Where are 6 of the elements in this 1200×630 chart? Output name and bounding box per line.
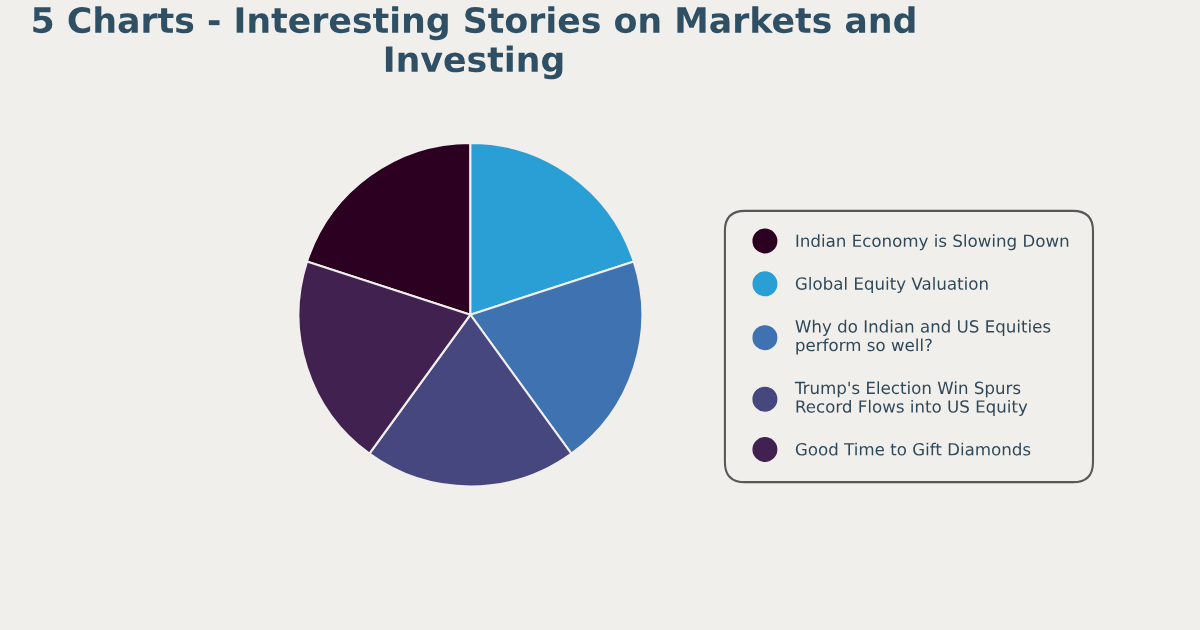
legend-label: Trump's Election Win Spurs Record Flows into US Equity xyxy=(794,381,1028,417)
chart-title: 5 Charts - Interesting Stories on Markets and Investing xyxy=(33,6,915,80)
legend-label: Global Equity Valuation xyxy=(795,276,988,294)
legend-label: Indian Economy is Slowing Down xyxy=(796,234,1069,251)
legend-label: Good Time to Gift Diamonds xyxy=(795,442,1031,456)
legend-label: Why do Indian and US Equities perform so well? xyxy=(795,319,1051,355)
